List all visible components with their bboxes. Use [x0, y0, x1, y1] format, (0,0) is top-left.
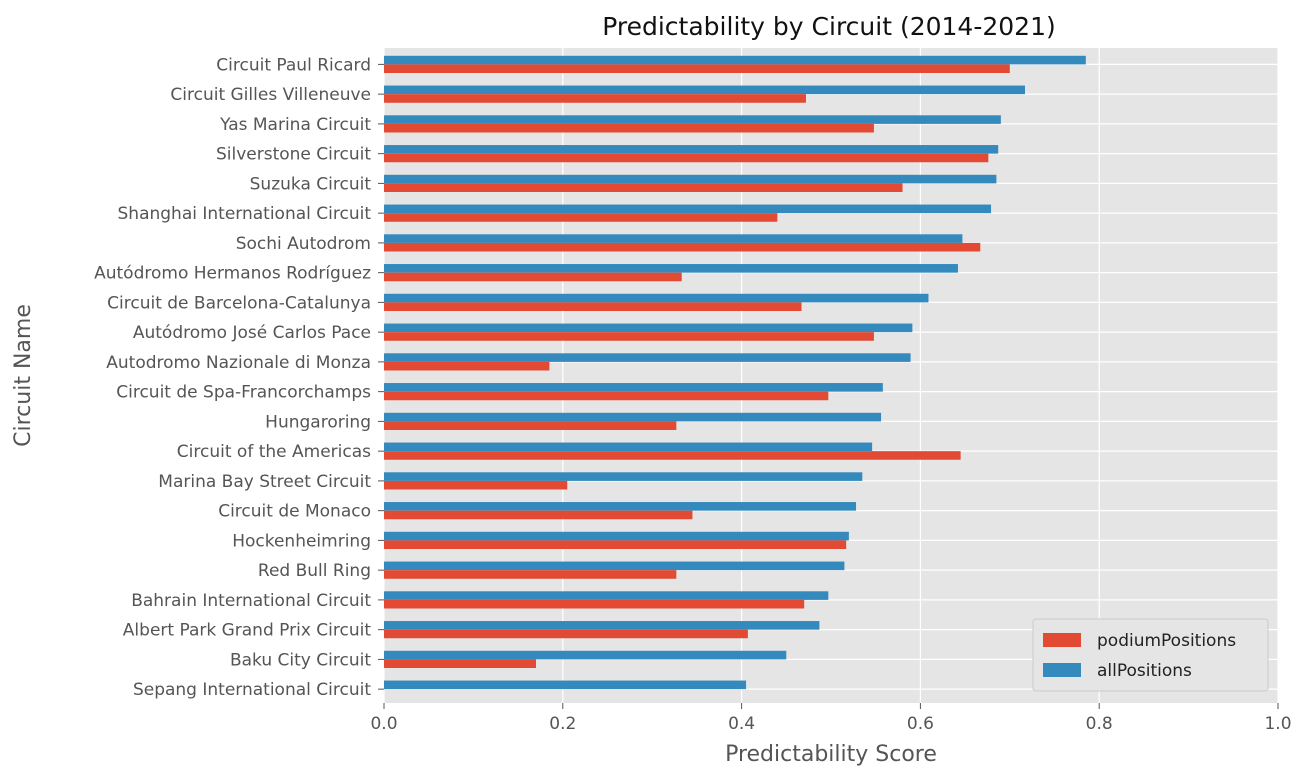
- bar-allpositions: [384, 115, 1001, 124]
- bar-podiumpositions: [384, 480, 568, 490]
- legend-label-podium: podiumPositions: [1097, 631, 1236, 651]
- x-axis-title: Predictability Score: [725, 742, 937, 767]
- y-tick-label: Hockenheimring: [232, 531, 371, 551]
- legend: podiumPositions allPositions: [1032, 618, 1269, 692]
- bar-podiumpositions: [384, 599, 805, 609]
- y-tick-label: Circuit de Barcelona-Catalunya: [107, 293, 371, 313]
- y-tick-label: Silverstone Circuit: [216, 145, 371, 165]
- y-tick-label: Sepang International Circuit: [133, 680, 371, 700]
- y-tick-label: Albert Park Grand Prix Circuit: [123, 621, 372, 641]
- y-tick-label: Shanghai International Circuit: [118, 204, 372, 224]
- bar-podiumpositions: [384, 361, 550, 371]
- y-tick-label: Circuit of the Americas: [177, 442, 371, 462]
- legend-swatch-all: [1043, 663, 1081, 677]
- x-tick-label: 0.8: [1086, 714, 1113, 734]
- x-tick-label: 0.0: [370, 714, 397, 734]
- x-tick-label: 0.2: [549, 714, 576, 734]
- bar-allpositions: [384, 412, 882, 422]
- bar-allpositions: [384, 85, 1025, 95]
- bar-podiumpositions: [384, 510, 693, 520]
- bar-podiumpositions: [384, 242, 981, 252]
- bar-allpositions: [384, 472, 863, 481]
- bar-allpositions: [384, 353, 911, 362]
- bar-allpositions: [384, 621, 820, 630]
- bar-allpositions: [384, 204, 992, 214]
- bar-podiumpositions: [384, 629, 748, 639]
- bar-podiumpositions: [384, 570, 677, 579]
- bar-allpositions: [384, 442, 873, 452]
- bars: [384, 55, 1086, 690]
- bar-podiumpositions: [384, 94, 806, 103]
- legend-swatch-podium: [1043, 633, 1081, 647]
- legend-box: [1032, 618, 1269, 692]
- y-tick-label: Autódromo José Carlos Pace: [133, 323, 371, 343]
- bar-podiumpositions: [384, 272, 682, 282]
- bar-allpositions: [384, 650, 787, 660]
- y-tick-label: Sochi Autodrom: [236, 234, 371, 254]
- bar-podiumpositions: [384, 183, 903, 192]
- chart-title: Predictability by Circuit (2014-2021): [602, 12, 1055, 41]
- bar-podiumpositions: [384, 659, 536, 668]
- y-tick-label: Suzuka Circuit: [250, 174, 372, 194]
- bar-allpositions: [384, 145, 999, 154]
- bar-podiumpositions: [384, 391, 829, 401]
- bar-allpositions: [384, 174, 997, 184]
- x-tick-labels: 0.0 0.2 0.4 0.6 0.8 1.0: [370, 703, 1292, 734]
- bar-allpositions: [384, 680, 747, 690]
- y-tick-label: Circuit Paul Ricard: [216, 55, 371, 75]
- y-tick-label: Hungaroring: [265, 412, 371, 432]
- bar-podiumpositions: [384, 302, 802, 311]
- bar-allpositions: [384, 264, 958, 273]
- bar-allpositions: [384, 502, 857, 511]
- bar-podiumpositions: [384, 64, 1010, 73]
- x-tick-label: 0.6: [907, 714, 934, 734]
- y-tick-labels: Circuit Paul Ricard Circuit Gilles Villen…: [94, 55, 384, 700]
- y-tick-label: Circuit de Monaco: [218, 502, 371, 522]
- y-tick-label: Circuit Gilles Villeneuve: [170, 85, 371, 105]
- y-tick-label: Baku City Circuit: [230, 650, 371, 670]
- bar-podiumpositions: [384, 213, 778, 222]
- y-tick-label: Red Bull Ring: [258, 561, 371, 581]
- bar-allpositions: [384, 591, 829, 600]
- bar-podiumpositions: [384, 153, 989, 163]
- y-tick-label: Autódromo Hermanos Rodríguez: [94, 264, 371, 284]
- bar-allpositions: [384, 234, 963, 243]
- bar-allpositions: [384, 293, 929, 303]
- bar-allpositions: [384, 531, 849, 541]
- bar-podiumpositions: [384, 540, 847, 549]
- bar-podiumpositions: [384, 421, 677, 430]
- x-tick-label: 0.4: [728, 714, 755, 734]
- bar-podiumpositions: [384, 332, 874, 341]
- y-tick-label: Autodromo Nazionale di Monza: [106, 353, 371, 373]
- y-axis-title: Circuit Name: [11, 304, 36, 447]
- bar-podiumpositions: [384, 451, 961, 460]
- legend-label-all: allPositions: [1097, 661, 1192, 681]
- y-tick-label: Marina Bay Street Circuit: [158, 472, 371, 492]
- bar-allpositions: [384, 561, 845, 571]
- y-tick-label: Yas Marina Circuit: [219, 115, 371, 135]
- bar-allpositions: [384, 383, 883, 392]
- y-tick-label: Bahrain International Circuit: [131, 591, 371, 611]
- bar-podiumpositions: [384, 123, 874, 133]
- bar-allpositions: [384, 55, 1086, 65]
- y-tick-label: Circuit de Spa-Francorchamps: [116, 383, 371, 403]
- bar-allpositions: [384, 323, 913, 333]
- x-tick-label: 1.0: [1264, 714, 1291, 734]
